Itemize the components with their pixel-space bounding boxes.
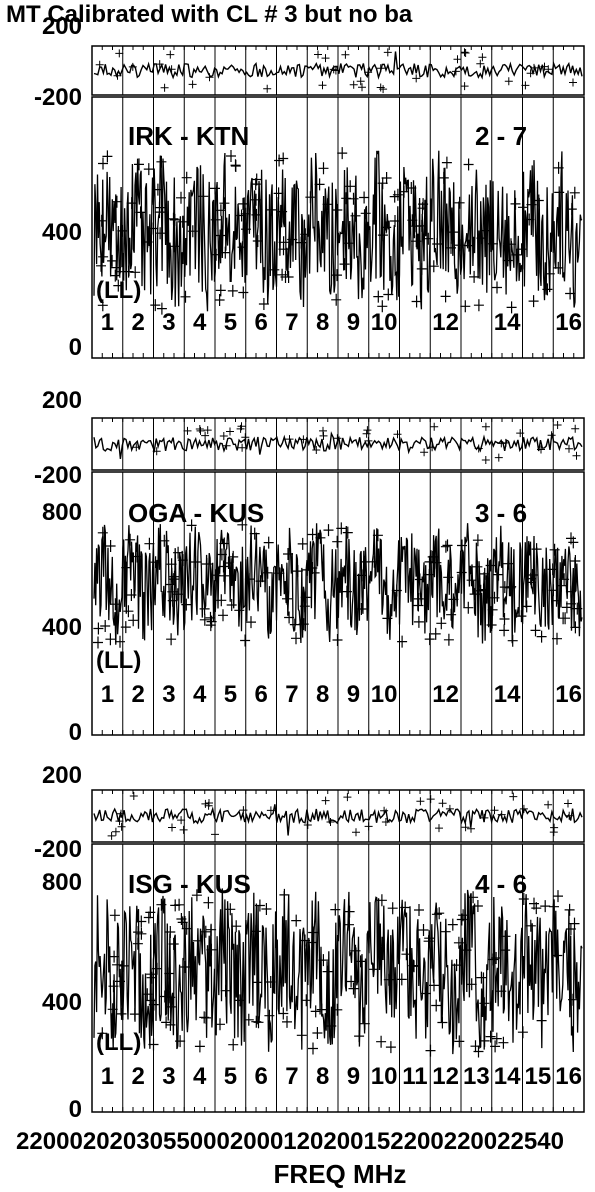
if-label: 5 bbox=[224, 1063, 237, 1090]
polarization-label: (LL) bbox=[96, 1029, 141, 1056]
polarization-label: (LL) bbox=[96, 277, 141, 304]
if-label: 10 bbox=[371, 309, 398, 336]
if-label: 7 bbox=[285, 309, 298, 336]
if-label: 15 bbox=[525, 1063, 552, 1090]
if-label: 4 bbox=[193, 1063, 207, 1090]
if-label: 2 bbox=[131, 681, 144, 708]
amp-y-tick-label: 800 bbox=[42, 869, 82, 896]
amp-y-tick-label: 800 bbox=[42, 499, 82, 526]
if-label: 8 bbox=[316, 681, 329, 708]
phase-y-tick-label: 200 bbox=[42, 762, 82, 789]
if-label: 10 bbox=[371, 1063, 398, 1090]
if-label: 7 bbox=[285, 1063, 298, 1090]
baseline-code: 4 - 6 bbox=[475, 869, 527, 899]
amplitude-series bbox=[93, 523, 583, 645]
baseline-name: IRK - KTN bbox=[128, 121, 249, 151]
amp-y-tick-label: 0 bbox=[69, 334, 82, 361]
if-label: 9 bbox=[347, 1063, 360, 1090]
if-label: 6 bbox=[254, 309, 267, 336]
if-label: 1 bbox=[101, 1063, 114, 1090]
baseline-code: 3 - 6 bbox=[475, 498, 527, 528]
amp-y-tick-label: 400 bbox=[42, 219, 82, 246]
if-label: 11 bbox=[402, 1063, 427, 1090]
if-label: 9 bbox=[347, 681, 360, 708]
if-label: 2 bbox=[131, 1063, 144, 1090]
if-label: 12 bbox=[432, 1063, 459, 1090]
baseline-code: 2 - 7 bbox=[475, 121, 527, 151]
if-label: 10 bbox=[371, 681, 398, 708]
if-label: 1 bbox=[101, 681, 114, 708]
if-label: 3 bbox=[162, 309, 175, 336]
if-label: 2 bbox=[131, 309, 144, 336]
if-label: 3 bbox=[162, 1063, 175, 1090]
phase-points bbox=[132, 421, 581, 464]
if-label: 16 bbox=[555, 309, 582, 336]
amp-y-tick-label: 400 bbox=[42, 614, 82, 641]
baseline-name: ISG - KUS bbox=[128, 869, 251, 899]
phase-y-tick-label: -200 bbox=[34, 462, 82, 489]
phase-points bbox=[107, 792, 574, 840]
amplitude-points bbox=[97, 888, 580, 1058]
if-label: 14 bbox=[494, 681, 521, 708]
x-axis-label: FREQ MHz bbox=[274, 1159, 407, 1189]
phase-series bbox=[93, 431, 583, 459]
if-label: 16 bbox=[555, 681, 582, 708]
if-label: 6 bbox=[254, 1063, 267, 1090]
x-tick-labels: 2200020203055000200012020015220022002254… bbox=[16, 1128, 564, 1155]
if-label: 14 bbox=[494, 1063, 521, 1090]
amp-y-tick-label: 400 bbox=[42, 989, 82, 1016]
amplitude-series bbox=[93, 888, 583, 1055]
phase-points bbox=[95, 48, 577, 94]
amp-y-tick-label: 0 bbox=[69, 719, 82, 746]
amplitude-points bbox=[93, 518, 583, 649]
if-label: 12 bbox=[432, 309, 459, 336]
if-label: 14 bbox=[494, 309, 521, 336]
chart-title: MT Calibrated with CL # 3 but no ba bbox=[6, 1, 413, 28]
if-label: 4 bbox=[193, 681, 207, 708]
if-label: 9 bbox=[347, 309, 360, 336]
if-label: 7 bbox=[285, 681, 298, 708]
if-label: 8 bbox=[316, 1063, 329, 1090]
polarization-label: (LL) bbox=[96, 647, 141, 674]
if-label: 16 bbox=[555, 1063, 582, 1090]
if-label: 4 bbox=[193, 309, 207, 336]
if-label: 5 bbox=[224, 309, 237, 336]
amplitude-points bbox=[96, 147, 580, 315]
if-label: 12 bbox=[432, 681, 459, 708]
phase-y-tick-label: 200 bbox=[42, 13, 82, 40]
if-label: 8 bbox=[316, 309, 329, 336]
phase-y-tick-label: 200 bbox=[42, 387, 82, 414]
phase-y-tick-label: -200 bbox=[34, 836, 82, 863]
if-label: 3 bbox=[162, 681, 175, 708]
if-label: 5 bbox=[224, 681, 237, 708]
baseline-name: OGA - KUS bbox=[128, 498, 264, 528]
phase-y-tick-label: -200 bbox=[34, 84, 82, 111]
amplitude-series bbox=[93, 150, 583, 312]
if-label: 6 bbox=[254, 681, 267, 708]
if-label: 13 bbox=[463, 1063, 490, 1090]
if-label: 1 bbox=[101, 309, 114, 336]
amp-y-tick-label: 0 bbox=[69, 1096, 82, 1123]
